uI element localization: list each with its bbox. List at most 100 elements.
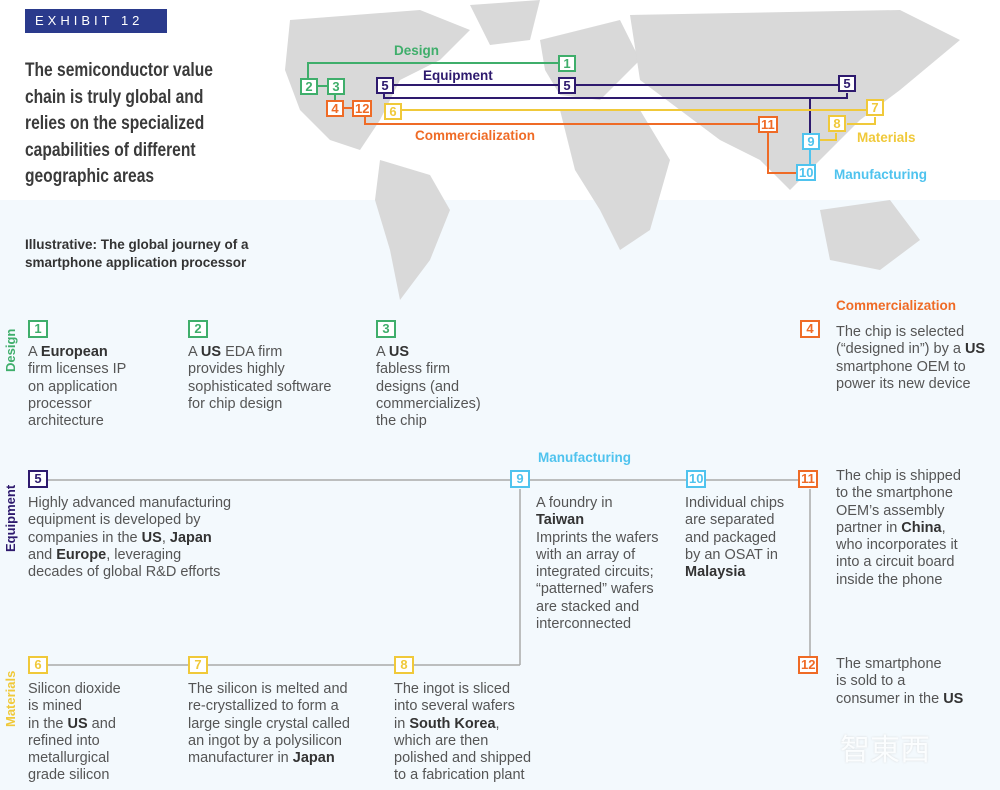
map-marker-12: 12 xyxy=(352,100,373,117)
step-text-line: A foundry in xyxy=(536,495,659,512)
step-text-line: is sold to a xyxy=(836,673,963,690)
step-text-line: metallurgical xyxy=(28,750,121,767)
step-text-line: companies in the US, Japan xyxy=(28,530,231,547)
text-segment: the chip xyxy=(376,413,427,430)
step-text-line: Silicon dioxide xyxy=(28,681,121,698)
step-text-line: designs (and xyxy=(376,379,481,396)
text-segment: provides highly xyxy=(188,361,285,378)
text-segment: A xyxy=(376,344,389,360)
step-text-5: Highly advanced manufacturing equipment i… xyxy=(28,495,231,581)
step-text-line: A US xyxy=(376,344,481,361)
text-segment: inside the phone xyxy=(836,571,943,588)
side-label-design: Design xyxy=(3,328,18,372)
highlight-text: US xyxy=(200,344,222,360)
map-marker-9: 9 xyxy=(802,133,820,150)
step-text-line: The silicon is melted and xyxy=(188,681,350,698)
text-segment: polished and shipped xyxy=(394,750,532,767)
highlight-text: Japan xyxy=(292,750,335,767)
step-text-11: The chip is shipped to the smartphone OEM’… xyxy=(836,468,961,589)
text-segment: partner in xyxy=(836,519,902,536)
text-segment: grade silicon xyxy=(28,767,110,784)
text-segment: EDA firm xyxy=(221,344,283,360)
map-marker-5-europe: 5 xyxy=(558,77,576,94)
text-segment: and packaged xyxy=(685,529,777,546)
text-segment: re-crystallized to form a xyxy=(188,698,339,715)
category-commercialization: Commercialization xyxy=(836,298,957,313)
step-text-line: to a fabrication plant xyxy=(394,767,531,784)
highlight-text: South Korea xyxy=(409,715,496,732)
text-segment: with an array of xyxy=(536,546,636,563)
map-label-commercialization: Commercialization xyxy=(415,128,536,143)
step-text-line: inside the phone xyxy=(836,572,961,589)
map-marker-3: 3 xyxy=(327,78,345,95)
text-segment: are stacked and xyxy=(536,598,640,615)
subtitle-line: Illustrative: The global journey of a xyxy=(25,237,249,252)
text-segment: which are then xyxy=(394,732,489,749)
step-number-12: 12 xyxy=(798,656,819,674)
step-text-line: firm licenses IP xyxy=(28,361,126,378)
step-text-line: A US EDA firm xyxy=(188,344,331,361)
text-segment: consumer in the xyxy=(836,690,944,707)
africa-shape xyxy=(560,110,670,250)
step-text-line: architecture xyxy=(28,413,126,430)
step-text-line: Individual chips xyxy=(685,495,784,512)
step-text-1: A European firm licenses IP on application… xyxy=(28,344,126,430)
subtitle-line: smartphone application processor xyxy=(25,255,247,270)
map-label-manufacturing: Manufacturing xyxy=(834,167,927,182)
text-segment: in xyxy=(394,715,410,732)
highlight-text: China xyxy=(901,519,942,536)
step-text-line: which are then xyxy=(394,733,531,750)
greenland-shape xyxy=(470,0,540,45)
text-segment: and xyxy=(28,546,57,563)
text-segment: The smartphone xyxy=(836,656,942,672)
step-text-8: The ingot is sliced into several wafers in… xyxy=(394,681,531,785)
step-text-line: Imprints the wafers xyxy=(536,530,659,547)
text-segment: refined into xyxy=(28,732,100,749)
text-segment: smartphone OEM to xyxy=(836,358,966,375)
step-text-line: provides highly xyxy=(188,361,331,378)
text-segment: Imprints the wafers xyxy=(536,529,659,546)
step-text-line: interconnected xyxy=(536,616,659,633)
highlight-text: Europe xyxy=(56,546,107,563)
text-segment: into a circuit board xyxy=(836,554,955,571)
highlight-text: Japan xyxy=(169,529,212,546)
text-segment: in the xyxy=(28,715,68,732)
step-text-line: The chip is shipped xyxy=(836,468,961,485)
highlight-text: US xyxy=(67,715,88,732)
step-number-8: 8 xyxy=(394,656,414,674)
text-segment: Individual chips xyxy=(685,495,785,511)
step-text-line: by an OSAT in xyxy=(685,547,784,564)
step-text-line: integrated circuits; xyxy=(536,564,659,581)
text-segment: and xyxy=(87,715,116,732)
text-segment: to a fabrication plant xyxy=(394,767,525,784)
step-number-11: 11 xyxy=(798,470,818,488)
text-segment: into several wafers xyxy=(394,698,515,715)
step-text-line: Taiwan xyxy=(536,512,659,529)
step-text-line: The chip is selected xyxy=(836,324,985,341)
highlight-text: US xyxy=(964,341,986,358)
text-segment: for chip design xyxy=(188,395,283,412)
text-segment: equipment is developed by xyxy=(28,512,201,529)
step-text-line: A European xyxy=(28,344,126,361)
step-text-line: Malaysia xyxy=(685,564,784,581)
text-segment: fabless firm xyxy=(376,361,451,378)
step-text-line: into several wafers xyxy=(394,698,531,715)
map-marker-2: 2 xyxy=(300,78,318,95)
map-marker-6: 6 xyxy=(384,103,402,120)
watermark: 智東西 xyxy=(840,734,930,767)
text-segment: processor xyxy=(28,395,92,412)
text-segment: by an OSAT in xyxy=(685,546,778,563)
text-segment: OEM’s assembly xyxy=(836,502,945,519)
map-marker-1: 1 xyxy=(558,55,576,72)
map-marker-11: 11 xyxy=(758,116,778,133)
step-text-4: The chip is selected (“designed in”) by a… xyxy=(836,324,985,393)
step-text-line: sophisticated software xyxy=(188,379,331,396)
step-text-line: processor xyxy=(28,396,126,413)
category-manufacturing: Manufacturing xyxy=(538,450,631,465)
exhibit-label: EXHIBIT 12 xyxy=(25,9,167,33)
south-america-shape xyxy=(375,160,450,300)
highlight-text: European xyxy=(40,344,108,360)
map-label-design: Design xyxy=(394,43,440,58)
text-segment: manufacturer in xyxy=(188,750,293,767)
highlight-text: US xyxy=(943,690,964,707)
